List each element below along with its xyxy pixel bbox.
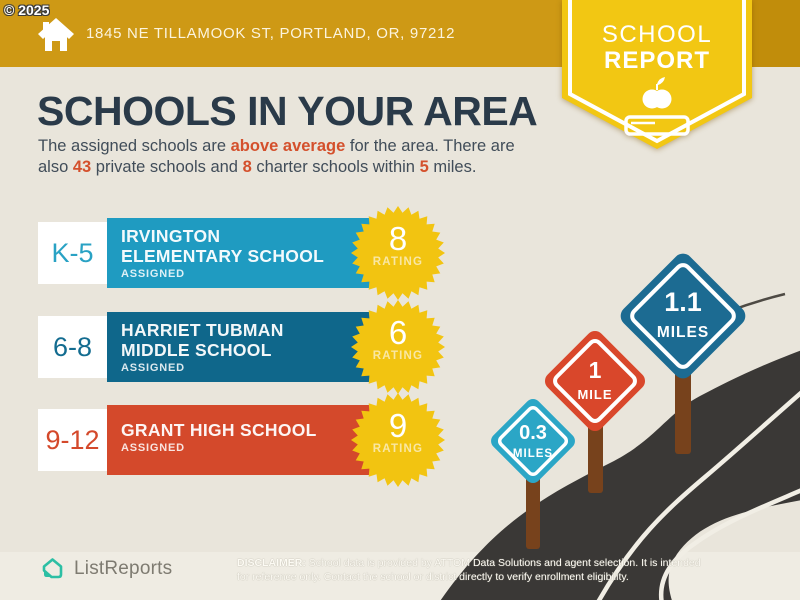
brand-name: ListReports xyxy=(74,557,173,579)
banner-right-segment xyxy=(748,0,800,67)
rating-badge: 9 RATING xyxy=(350,392,446,488)
listreports-house-icon xyxy=(42,558,63,579)
disclaimer-label: DISCLAIMER: xyxy=(237,557,306,569)
school-row-middle: 6-8 HARRIET TUBMAN MIDDLE SCHOOL ASSIGNE… xyxy=(38,300,458,394)
house-icon xyxy=(38,18,74,51)
grade-range: K-5 xyxy=(38,222,107,284)
rating-label: RATING xyxy=(372,256,424,268)
rating-badge: 6 RATING xyxy=(350,299,446,395)
distance-sign-near: 0.3 MILES xyxy=(491,399,575,483)
distance-value: 1.1 xyxy=(664,287,702,317)
distance-value: 0.3 xyxy=(519,422,547,444)
property-address: 1845 NE TILLAMOOK ST, PORTLAND, OR, 9721… xyxy=(86,25,456,42)
school-name-line2: ELEMENTARY SCHOOL xyxy=(121,246,325,266)
listreports-logo: ListReports xyxy=(40,556,172,581)
badge-line1: SCHOOL xyxy=(602,21,712,48)
road-line-left xyxy=(596,390,800,600)
starburst-icon xyxy=(351,300,445,394)
assigned-label: ASSIGNED xyxy=(121,362,185,374)
school-row-high: 9-12 GRANT HIGH SCHOOL ASSIGNED 9 RATING xyxy=(38,393,458,487)
distance-unit: MILES xyxy=(513,448,553,460)
rating-label: RATING xyxy=(372,350,424,362)
distance-sign-mid: 1 MILE xyxy=(544,330,646,432)
assigned-label: ASSIGNED xyxy=(121,442,185,454)
school-report-badge: SCHOOL REPORT xyxy=(562,0,752,149)
badge-line2: REPORT xyxy=(604,47,710,74)
copyright: © 2025 xyxy=(4,2,50,18)
school-row-elementary: K-5 IRVINGTON ELEMENTARY SCHOOL ASSIGNED… xyxy=(38,206,458,300)
distance-sign-far: 1.1 MILES xyxy=(620,253,746,379)
rating-badge: 8 RATING xyxy=(350,205,446,301)
distance-unit: MILES xyxy=(657,324,709,341)
distance-value: 1 xyxy=(589,357,602,383)
distance-unit: MILE xyxy=(577,387,612,402)
apple-on-book-icon xyxy=(624,77,690,136)
rating-label: RATING xyxy=(372,443,424,455)
grade-range: 9-12 xyxy=(38,409,107,471)
school-name-line2: MIDDLE SCHOOL xyxy=(121,340,272,360)
road-line-right xyxy=(658,488,800,600)
rating-value: 8 xyxy=(388,220,408,257)
starburst-icon xyxy=(351,393,445,487)
school-name-line1: HARRIET TUBMAN xyxy=(121,320,284,340)
assigned-label: ASSIGNED xyxy=(121,268,185,280)
school-bar: HARRIET TUBMAN MIDDLE SCHOOL ASSIGNED xyxy=(107,312,372,382)
grade-range: 6-8 xyxy=(38,316,107,378)
disclaimer: DISCLAIMER: School data is provided by A… xyxy=(237,557,701,583)
school-bar: GRANT HIGH SCHOOL ASSIGNED xyxy=(107,405,372,475)
school-name-line1: GRANT HIGH SCHOOL xyxy=(121,420,317,440)
page-title: SCHOOLS IN YOUR AREA xyxy=(37,88,538,134)
school-bar: IRVINGTON ELEMENTARY SCHOOL ASSIGNED xyxy=(107,218,372,288)
starburst-icon xyxy=(351,206,445,300)
rating-value: 6 xyxy=(388,314,408,351)
page-subtitle: The assigned schools are above average f… xyxy=(38,137,515,176)
school-name-line1: IRVINGTON xyxy=(121,226,221,246)
rating-value: 9 xyxy=(388,407,408,444)
